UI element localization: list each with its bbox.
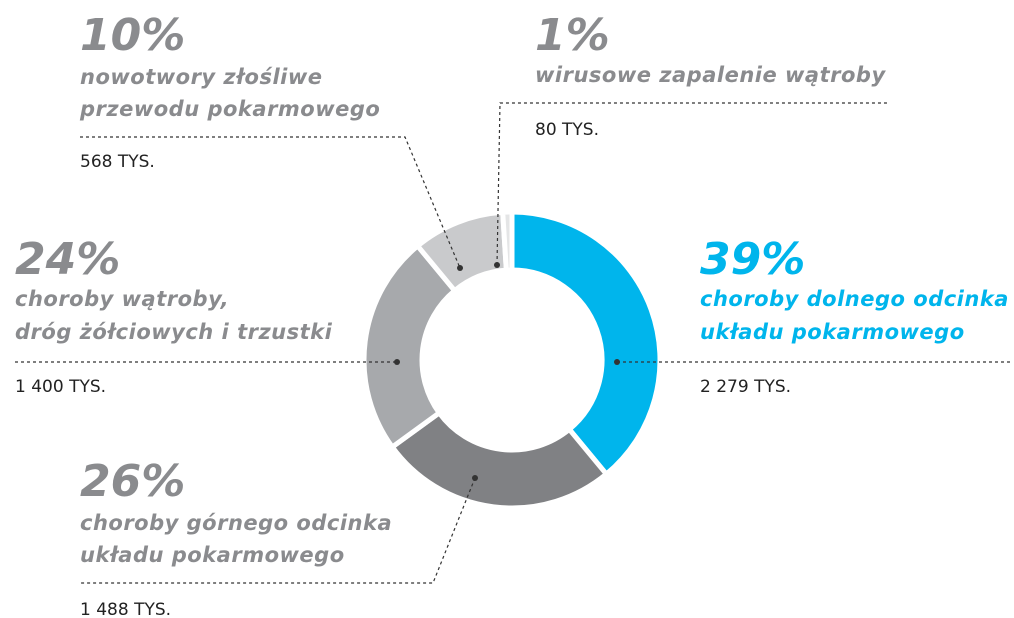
percent-label: 10%: [80, 10, 185, 61]
leader-line: [80, 477, 476, 584]
donut-segment: [388, 409, 610, 511]
leader-dot: [457, 265, 463, 271]
percent-label: 39%: [700, 234, 805, 285]
category-label: choroby dolnego odcinka: [700, 287, 1009, 311]
leader-dot: [394, 359, 400, 365]
amount-label: 568 TYS.: [80, 152, 155, 172]
amount-label: 80 TYS.: [535, 120, 599, 140]
category-label: układu pokarmowego: [80, 543, 345, 567]
percent-label: 26%: [80, 456, 185, 507]
leader-line: [80, 136, 461, 269]
leader-dot: [614, 359, 620, 365]
category-label: choroby górnego odcinka: [80, 511, 392, 535]
donut-segment: [509, 209, 663, 478]
category-label: przewodu pokarmowego: [79, 97, 380, 121]
category-label: wirusowe zapalenie wątroby: [535, 63, 886, 87]
amount-label: 2 279 TYS.: [700, 377, 791, 397]
leader-dot: [494, 262, 500, 268]
leader-dot: [472, 475, 478, 481]
donut-segment: [361, 242, 459, 451]
amount-label: 1 400 TYS.: [15, 377, 106, 397]
percent-label: 1%: [535, 10, 610, 61]
category-label: nowotwory złośliwe: [80, 65, 323, 89]
category-label: choroby wątroby,: [15, 287, 229, 311]
category-label: układu pokarmowego: [700, 320, 965, 344]
donut-segment: [500, 209, 515, 273]
leader-line: [496, 102, 888, 266]
amount-label: 1 488 TYS.: [80, 600, 171, 618]
percent-label: 24%: [15, 234, 120, 285]
category-label: dróg żółciowych i trzustki: [15, 320, 333, 344]
